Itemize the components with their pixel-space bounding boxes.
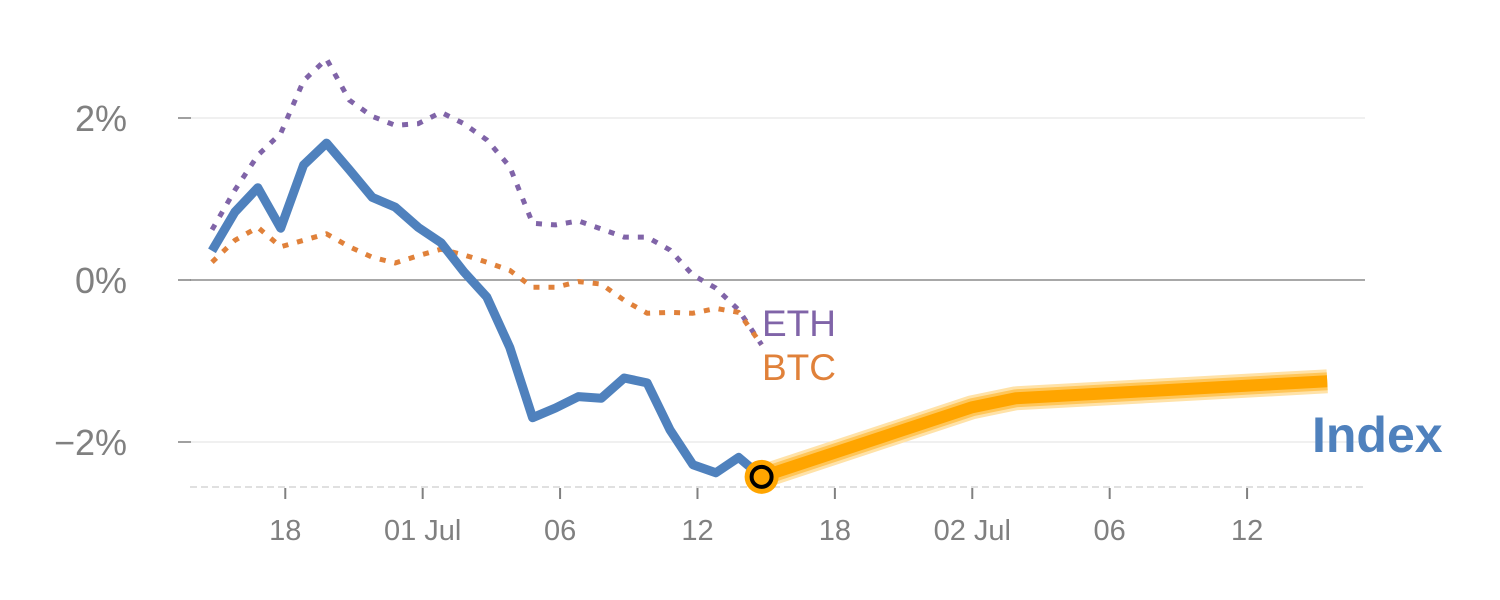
series-line-btc: [210, 224, 764, 347]
forecast-line: [759, 375, 1328, 483]
current-point-marker: [744, 459, 779, 494]
x-tick-label: 01 Jul: [384, 515, 461, 547]
series-line-index: [208, 138, 765, 481]
series-label-index: Index: [1312, 407, 1443, 463]
grid: [190, 117, 1365, 488]
x-tick-label: 18: [269, 515, 301, 547]
x-axis: 18 01 Jul 06 12 18 02 Jul 06 12: [269, 488, 1263, 547]
y-tick-label: 0%: [75, 260, 127, 301]
series-lines: [208, 56, 1328, 494]
x-tick-label: 12: [1231, 515, 1263, 547]
series-label-btc: BTC: [762, 347, 836, 388]
x-tick-label: 18: [819, 515, 851, 547]
series-line-eth: [209, 56, 764, 347]
x-tick-label: 06: [1094, 515, 1126, 547]
series-label-eth: ETH: [762, 303, 836, 344]
x-tick-label: 12: [681, 515, 713, 547]
y-tick-label: 2%: [75, 98, 127, 139]
series-labels: ETH BTC Index: [762, 303, 1443, 463]
x-tick-label: 06: [544, 515, 576, 547]
x-tick-label: 02 Jul: [934, 515, 1011, 547]
y-axis: 2% 0% −2%: [54, 98, 191, 463]
y-tick-label: −2%: [54, 422, 127, 463]
current-point-ring: [749, 464, 774, 489]
